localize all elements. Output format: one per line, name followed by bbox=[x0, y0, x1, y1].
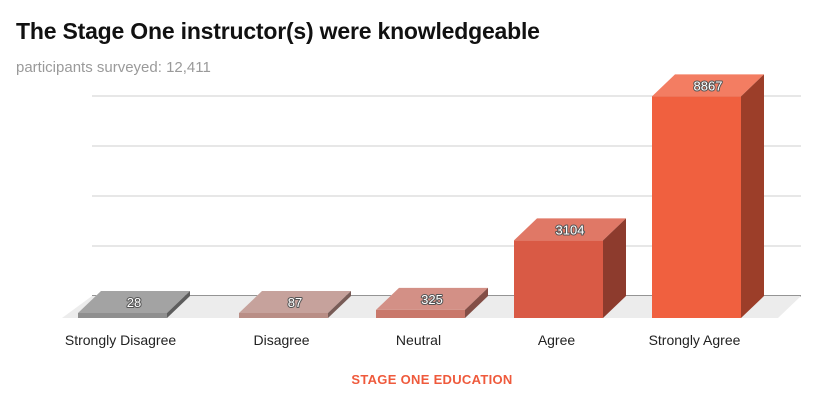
bar-top bbox=[514, 218, 626, 241]
bar-side bbox=[328, 291, 351, 318]
bar-top bbox=[78, 291, 190, 313]
data-label: 325 bbox=[421, 292, 443, 307]
bar-front bbox=[78, 313, 167, 318]
x-tick-label: Strongly Agree bbox=[649, 332, 741, 348]
data-label: 3104 bbox=[556, 222, 585, 237]
data-labels: 28 87 325 3104 8867 bbox=[126, 77, 724, 311]
bar-top bbox=[376, 287, 488, 310]
bar-side bbox=[741, 74, 764, 318]
bar-front bbox=[239, 313, 328, 318]
bar-front bbox=[376, 309, 465, 318]
x-axis-title: STAGE ONE EDUCATION bbox=[351, 372, 513, 387]
bar-side bbox=[603, 218, 626, 318]
x-tick-label: Disagree bbox=[253, 332, 309, 348]
bar-front bbox=[652, 96, 741, 318]
chart-subtitle: participants surveyed: 12,411 bbox=[16, 59, 211, 76]
bar-strongly-agree bbox=[652, 74, 764, 318]
data-label: 8867 bbox=[694, 78, 723, 93]
data-label: 87 bbox=[288, 295, 302, 310]
x-tick-label: Neutral bbox=[396, 332, 441, 348]
bar-top bbox=[239, 291, 351, 313]
bar-disagree bbox=[239, 291, 351, 318]
chart-title: The Stage One instructor(s) were knowled… bbox=[16, 18, 540, 44]
bar-side bbox=[465, 287, 488, 318]
x-tick-labels: Strongly Disagree Disagree Neutral Agree Str… bbox=[65, 332, 741, 348]
bar-strongly-disagree bbox=[78, 291, 190, 318]
bar-side bbox=[167, 291, 190, 318]
bars bbox=[78, 74, 764, 318]
x-tick-label: Strongly Disagree bbox=[65, 332, 176, 348]
bar-neutral bbox=[376, 287, 488, 318]
bar-agree bbox=[514, 218, 626, 318]
data-label: 28 bbox=[127, 295, 141, 310]
x-tick-label: Agree bbox=[538, 332, 576, 348]
bar-front bbox=[514, 240, 603, 318]
bar-top bbox=[652, 74, 764, 97]
